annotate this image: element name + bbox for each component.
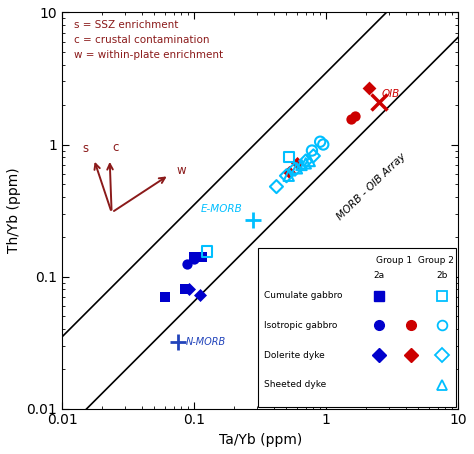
Text: Sheeted dyke: Sheeted dyke: [264, 380, 327, 390]
Point: [283, 172, 290, 179]
Point: [273, 183, 280, 190]
Point: [183, 260, 191, 267]
Text: N-MORB: N-MORB: [186, 337, 226, 347]
Point: [306, 158, 313, 165]
Text: Dolerite dyke: Dolerite dyke: [264, 350, 325, 360]
Point: [291, 166, 299, 173]
FancyBboxPatch shape: [258, 248, 456, 407]
Point: [196, 291, 203, 298]
Text: c: c: [112, 141, 119, 154]
Point: [316, 138, 324, 145]
Point: [351, 112, 359, 119]
Point: [191, 254, 198, 261]
X-axis label: Ta/Yb (ppm): Ta/Yb (ppm): [219, 433, 302, 447]
Point: [347, 116, 355, 123]
Y-axis label: Th/Yb (ppm): Th/Yb (ppm): [7, 168, 21, 253]
Point: [285, 172, 292, 179]
Point: [298, 161, 305, 168]
Text: MORB - OIB Array: MORB - OIB Array: [335, 151, 408, 222]
Point: [191, 256, 198, 263]
Point: [285, 168, 292, 176]
Point: [310, 152, 317, 159]
Point: [161, 293, 169, 301]
Text: s = SSZ enrichment
c = crustal contamination
w = within-plate enrichment: s = SSZ enrichment c = crustal contamina…: [74, 20, 223, 60]
Text: w: w: [177, 164, 187, 178]
Point: [319, 141, 327, 148]
Text: s: s: [83, 142, 89, 155]
Point: [293, 165, 301, 172]
Text: Cumulate gabbro: Cumulate gabbro: [264, 291, 343, 300]
Point: [365, 84, 373, 91]
Point: [181, 286, 189, 293]
Point: [186, 286, 193, 293]
Text: Group 1  Group 2: Group 1 Group 2: [376, 256, 454, 265]
Text: Isotropic gabbro: Isotropic gabbro: [264, 321, 337, 330]
Point: [302, 160, 310, 167]
Text: OIB: OIB: [382, 89, 400, 99]
Text: 2b: 2b: [437, 271, 448, 281]
Point: [199, 254, 206, 261]
Point: [308, 147, 316, 154]
Point: [302, 158, 310, 165]
Text: E-MORB: E-MORB: [201, 204, 242, 214]
Point: [203, 248, 211, 255]
Point: [285, 153, 292, 161]
Text: 2a: 2a: [374, 271, 384, 281]
Point: [293, 160, 301, 167]
